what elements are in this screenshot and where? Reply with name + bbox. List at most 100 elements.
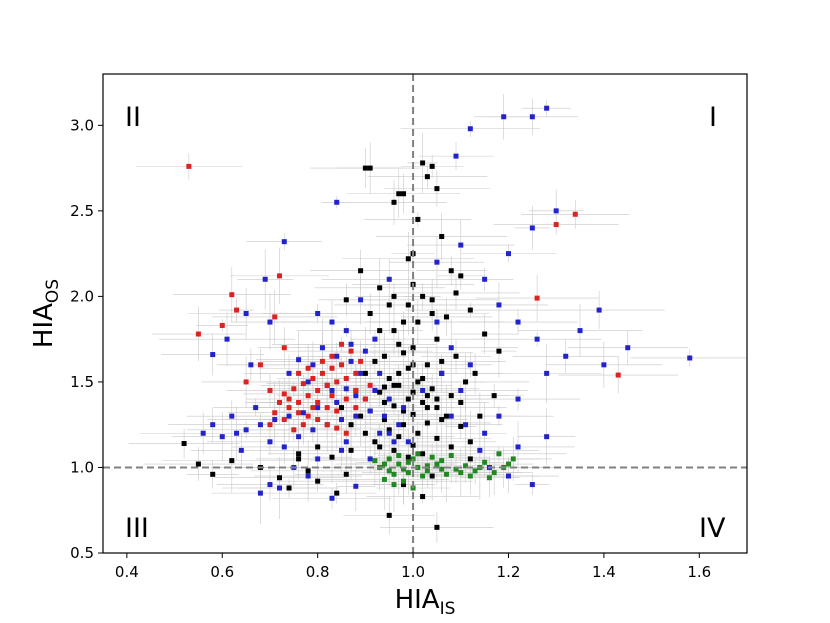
data-point [272,410,278,416]
data-point [296,357,302,363]
data-point [353,413,359,419]
data-point [324,405,330,411]
data-point [381,399,387,405]
data-point [386,396,392,402]
data-point [353,370,359,376]
data-point [315,399,321,405]
data-point [405,459,411,465]
data-point [372,358,378,364]
data-point [429,454,435,460]
data-point [482,430,488,436]
data-point [553,208,559,214]
y-tick-label: 1.5 [70,373,94,391]
data-point [420,399,426,405]
x-axis-ticks: 0.4 0.6 0.8 1.0 1.2 1.4 1.6 [115,553,711,581]
data-point [267,482,273,488]
data-point [496,413,502,419]
y-tick-label: 1.0 [70,458,94,476]
data-point [281,391,287,397]
data-point [310,427,316,433]
data-point [429,297,435,303]
data-point [496,451,502,457]
data-point [343,386,349,392]
data-point [339,362,345,368]
data-point [396,452,402,458]
data-point [458,399,464,405]
data-point [439,370,445,376]
data-point [410,456,416,462]
data-point [329,319,335,325]
data-point [296,399,302,405]
data-point [377,285,383,291]
data-point [401,478,407,484]
data-point [257,362,263,368]
data-point [410,389,416,395]
data-point [281,444,287,450]
data-point [310,405,316,411]
data-point [563,353,569,359]
data-point [443,413,449,419]
data-point [448,444,454,450]
data-point [458,423,464,429]
data-point [253,405,259,411]
data-point [267,422,273,428]
data-point [572,211,578,217]
data-point [415,430,421,436]
data-point [305,468,311,474]
data-point [529,114,535,120]
quadrant-label: III [125,513,149,544]
data-point [300,422,306,428]
data-point [334,408,340,414]
data-point [339,447,345,453]
data-point [315,311,321,316]
data-point [257,422,263,428]
x-axis-title-sub: IS [440,599,456,619]
data-point [281,345,287,351]
data-point [463,379,469,385]
data-point [448,268,454,274]
data-point [277,273,283,279]
reference-lines [103,74,747,553]
data-point [277,399,283,405]
data-point [515,319,521,325]
data-point [687,355,693,361]
data-point [381,384,387,390]
data-point [472,370,478,376]
data-point [315,444,321,450]
data-point [391,293,397,299]
data-point [377,430,383,436]
data-point [434,435,440,441]
data-point [329,495,335,501]
data-point [434,461,440,467]
data-point [391,471,397,477]
data-point [439,417,445,423]
data-point [267,387,273,393]
data-point [310,376,316,382]
data-point [343,297,349,303]
y-tick-label: 2.0 [70,287,94,305]
data-point [429,386,435,392]
data-point [458,242,464,248]
data-point [234,430,240,436]
data-point [362,430,368,436]
data-point [348,341,354,347]
data-point [391,447,397,453]
data-point [415,451,421,457]
data-point [529,482,535,488]
y-axis-ticks: 0.5 1.0 1.5 2.0 2.5 3.0 [70,116,103,562]
data-point [424,463,430,469]
data-point [401,466,407,472]
data-point [358,413,364,419]
data-point [482,331,488,337]
data-point [420,376,426,382]
data-point [343,396,349,402]
data-point [448,452,454,458]
data-point [339,341,345,347]
data-point [467,126,473,132]
data-point [386,302,392,308]
data-point [329,365,335,371]
data-point [315,387,321,393]
data-point [434,259,440,265]
data-point [439,466,445,472]
data-point [453,290,459,296]
